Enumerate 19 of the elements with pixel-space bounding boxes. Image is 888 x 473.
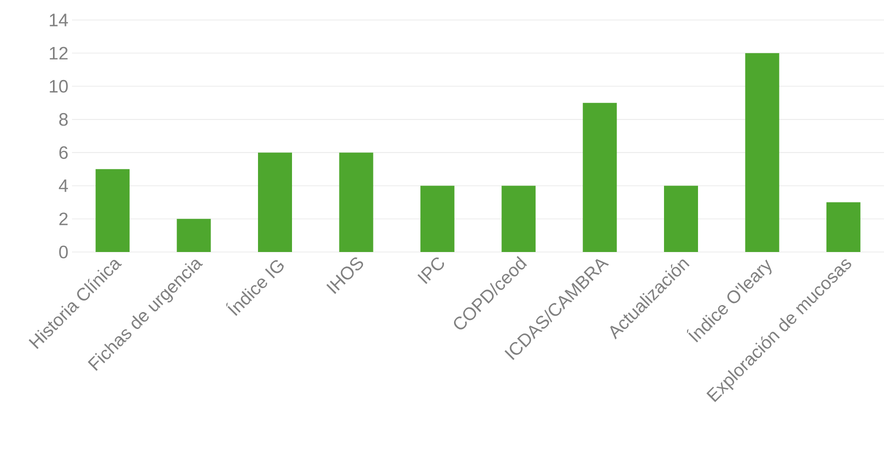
bar bbox=[826, 202, 860, 252]
y-tick-label: 6 bbox=[59, 146, 68, 159]
y-tick-label: 10 bbox=[50, 80, 68, 93]
bar bbox=[176, 218, 211, 252]
y-tick-label: 14 bbox=[50, 14, 68, 26]
bar bbox=[420, 186, 454, 252]
y-tick-label: 12 bbox=[50, 46, 68, 60]
bar bbox=[502, 186, 536, 252]
y-tick-label: 0 bbox=[59, 246, 68, 258]
bar bbox=[745, 53, 780, 252]
y-tick-label: 2 bbox=[59, 212, 68, 226]
bar bbox=[258, 152, 292, 252]
bar bbox=[96, 169, 130, 252]
bar bbox=[664, 186, 698, 252]
bar bbox=[582, 102, 617, 252]
y-tick-label: 4 bbox=[58, 180, 68, 192]
bar bbox=[339, 152, 374, 252]
y-tick-label: 8 bbox=[59, 113, 68, 126]
x-tick-label: IPC bbox=[417, 257, 444, 284]
